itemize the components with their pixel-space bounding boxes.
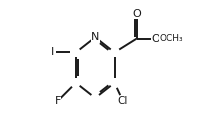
Text: Cl: Cl bbox=[118, 96, 128, 106]
Text: OCH₃: OCH₃ bbox=[159, 34, 183, 43]
Text: I: I bbox=[51, 47, 54, 57]
Text: O: O bbox=[132, 9, 141, 19]
Text: F: F bbox=[55, 96, 61, 106]
Text: N: N bbox=[91, 32, 99, 42]
Text: O: O bbox=[152, 34, 160, 44]
